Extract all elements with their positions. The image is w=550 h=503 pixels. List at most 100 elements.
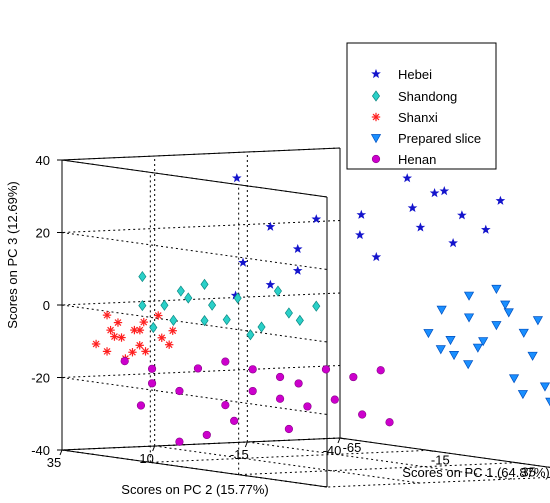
x-tick-label: -65 — [343, 440, 362, 455]
data-point-henan — [321, 365, 331, 374]
tick-mark — [59, 449, 63, 456]
data-point-prepared-slice — [532, 316, 543, 326]
data-point-henan — [193, 364, 203, 373]
tick-mark — [152, 445, 156, 452]
legend-label-shandong: Shandong — [398, 89, 457, 104]
data-point-prepared-slice — [500, 300, 511, 310]
data-point-shanxi — [141, 347, 150, 356]
data-point-henan — [175, 437, 184, 446]
series-prepared-slice — [423, 284, 550, 407]
data-point-hebei — [292, 265, 303, 275]
data-point-prepared-slice — [463, 313, 475, 323]
data-point-prepared-slice — [508, 374, 520, 384]
y-tick-label: 10 — [139, 451, 153, 466]
data-point-henan — [202, 430, 211, 440]
legend-marker-hebei — [371, 68, 381, 79]
data-point-hebei — [407, 202, 418, 212]
data-point-prepared-slice — [491, 284, 502, 294]
data-points — [91, 173, 550, 446]
data-point-prepared-slice — [423, 329, 434, 339]
data-point-prepared-slice — [527, 351, 538, 361]
data-point-shandong — [312, 300, 321, 312]
z-tick-label: 0 — [43, 298, 50, 313]
y-axis-label: Scores on PC 2 (15.77%) — [121, 482, 268, 497]
z-tick-label: -20 — [31, 371, 50, 386]
data-point-prepared-slice — [472, 343, 483, 353]
data-point-shandong — [208, 299, 217, 311]
data-point-henan — [358, 410, 367, 419]
z-tick-label: 20 — [36, 226, 50, 241]
data-point-shandong — [138, 299, 147, 312]
data-point-hebei — [265, 279, 276, 289]
data-point-henan — [147, 379, 157, 388]
legend-marker-henan — [371, 154, 381, 164]
data-point-shanxi — [139, 317, 148, 327]
legend-box — [346, 42, 497, 170]
data-point-shanxi — [117, 333, 126, 342]
data-point-shanxi — [135, 325, 145, 335]
legend-label-hebei: Hebei — [398, 67, 432, 82]
data-point-prepared-slice — [435, 345, 446, 355]
data-point-shandong — [200, 278, 209, 290]
series-shanxi — [91, 310, 177, 363]
data-point-hebei — [311, 214, 322, 224]
data-point-henan — [136, 401, 146, 410]
legend-label-shanxi: Shanxi — [398, 110, 438, 125]
grid-line — [61, 377, 328, 415]
data-point-shanxi — [91, 339, 101, 349]
data-point-shandong — [233, 292, 242, 304]
x-tick-label: -15 — [431, 452, 450, 467]
axis-line — [61, 147, 341, 161]
data-point-henan — [248, 386, 257, 396]
y-tick-label: -15 — [230, 447, 249, 462]
data-point-henan — [147, 364, 157, 373]
data-point-henan — [120, 357, 129, 366]
series-shandong — [138, 270, 321, 341]
data-point-shanxi — [157, 333, 166, 342]
data-point-shandong — [284, 307, 293, 319]
data-point-shandong — [295, 314, 304, 326]
data-point-henan — [230, 416, 239, 425]
data-point-hebei — [429, 188, 440, 198]
data-point-hebei — [415, 222, 426, 232]
y-tick-label: -40 — [323, 443, 342, 458]
data-point-prepared-slice — [545, 397, 550, 407]
data-point-henan — [303, 402, 312, 411]
grid-line — [61, 292, 341, 306]
z-tick-label: 40 — [36, 153, 50, 168]
data-point-prepared-slice — [463, 360, 474, 370]
grid-line — [61, 232, 328, 270]
data-point-shanxi — [135, 341, 144, 350]
data-point-shandong — [149, 321, 158, 334]
data-point-shandong — [257, 321, 266, 333]
grid-line — [238, 462, 517, 476]
series-henan — [120, 357, 394, 446]
data-point-henan — [385, 418, 394, 427]
grid-line — [326, 476, 550, 488]
tick-mark — [516, 462, 522, 465]
series-hebei — [230, 173, 506, 300]
axis-line — [339, 437, 550, 468]
grid-line — [61, 365, 341, 378]
axis-line — [61, 437, 341, 451]
data-point-prepared-slice — [518, 328, 529, 338]
data-point-hebei — [371, 251, 382, 262]
tick-mark — [339, 437, 346, 440]
legend-marker-prepared-slice — [370, 134, 382, 144]
grid-line — [150, 449, 429, 463]
tick-mark — [428, 449, 434, 452]
data-point-prepared-slice — [503, 308, 514, 318]
data-point-hebei — [231, 173, 242, 183]
data-point-hebei — [265, 221, 276, 231]
data-point-hebei — [448, 238, 458, 248]
y-tick-label: 35 — [47, 455, 61, 470]
data-point-hebei — [402, 173, 413, 183]
data-point-shandong — [169, 314, 178, 326]
data-point-henan — [221, 401, 230, 410]
data-point-prepared-slice — [448, 351, 460, 361]
data-point-hebei — [480, 224, 491, 234]
z-axis-label: Scores on PC 3 (12.69%) — [5, 181, 20, 328]
data-point-henan — [275, 394, 285, 403]
